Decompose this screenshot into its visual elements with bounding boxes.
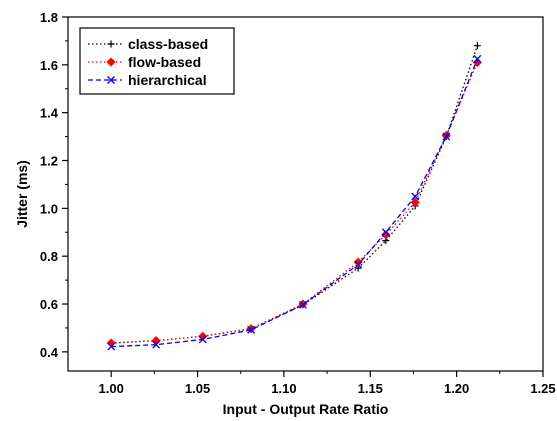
point	[247, 325, 256, 334]
x-axis-title: Input - Output Rate Ratio	[223, 401, 389, 417]
legend-label: hierarchical	[128, 72, 207, 88]
x-tick-label: 1.20	[444, 381, 469, 396]
legend-item: hierarchical	[88, 72, 207, 88]
point	[381, 230, 391, 240]
y-tick-label: 0.6	[40, 297, 58, 312]
point	[473, 42, 481, 50]
point	[106, 57, 116, 67]
legend-label: flow-based	[128, 54, 201, 70]
y-tick-label: 1.2	[40, 154, 58, 169]
point	[410, 197, 420, 207]
y-axis-title: Jitter (ms)	[14, 160, 30, 228]
y-tick-label: 0.4	[40, 345, 59, 360]
plot-area	[67, 16, 544, 372]
point	[152, 340, 161, 349]
y-tick-label: 1.0	[40, 201, 58, 216]
x-tick-label: 1.10	[271, 381, 296, 396]
y-tick-label: 1.6	[40, 58, 58, 73]
x-tick-label: 1.00	[99, 381, 124, 396]
legend: class-based flow-based hierarchical	[79, 27, 235, 95]
y-tick-label: 0.8	[40, 249, 58, 264]
y-axis: 0.4 0.6 0.8 1.0 1.2 1.4 1.6 1.8	[40, 10, 68, 360]
legend-item: class-based	[88, 36, 208, 52]
legend-box	[79, 27, 235, 95]
point	[151, 336, 161, 346]
point	[353, 257, 363, 267]
point	[298, 300, 307, 309]
x-tick-label: 1.25	[530, 381, 555, 396]
series-hierarchical	[107, 54, 482, 351]
point	[107, 40, 115, 48]
x-axis: 1.00 1.05 1.10 1.15 1.20 1.25	[99, 371, 556, 396]
point	[354, 260, 363, 269]
plot-frame	[67, 16, 544, 372]
point	[198, 335, 207, 344]
series-line	[111, 58, 478, 348]
legend-item: flow-based	[88, 54, 201, 70]
series-flow-based	[106, 57, 482, 348]
point	[107, 342, 116, 351]
point	[411, 192, 420, 201]
series-layer	[106, 42, 482, 351]
x-tick-label: 1.05	[185, 381, 210, 396]
series-line	[111, 62, 478, 344]
point	[442, 132, 451, 141]
legend-label: class-based	[128, 36, 208, 52]
point	[473, 54, 482, 63]
y-tick-label: 1.4	[40, 106, 59, 121]
x-tick-label: 1.15	[358, 381, 383, 396]
y-tick-label: 1.8	[40, 10, 58, 25]
point	[381, 228, 390, 237]
point	[107, 76, 115, 84]
